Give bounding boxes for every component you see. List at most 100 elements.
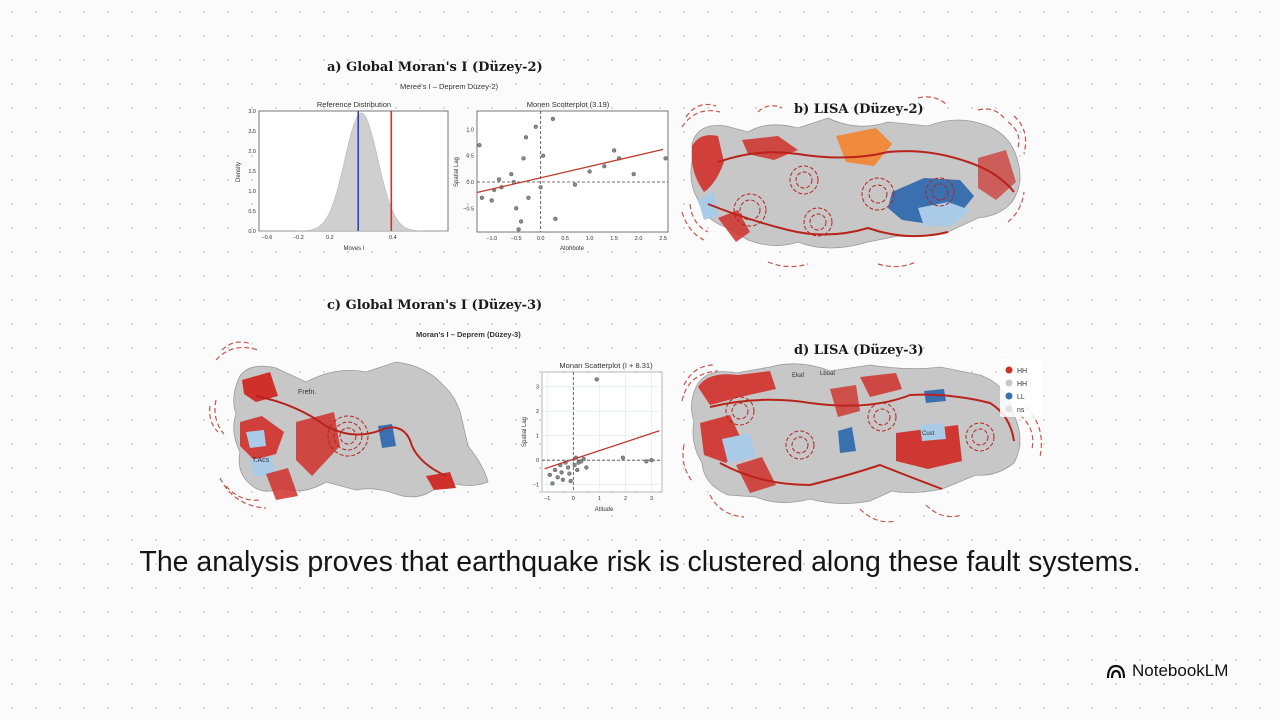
- ref-dist-area: [259, 112, 448, 232]
- scatter-point: [663, 156, 668, 161]
- scatter-point: [509, 171, 514, 177]
- moran-scatterplot-2: Monen Scotterplot (3.19) −1.0 −0.5 0.0 0.5 1…: [454, 100, 669, 252]
- panel-c-subtitle: Moran's I – Deprem (Düzey-3): [416, 330, 521, 339]
- scatter-point: [533, 124, 538, 129]
- map2-fault-line-north: [717, 150, 1015, 193]
- map2-wave-rings: [681, 96, 1027, 268]
- map4-lh-region-east: [920, 423, 946, 441]
- panel-c-title: c) Global Moran's I (Düzey-3): [327, 298, 543, 313]
- scatter-ytick-label: 1.0: [466, 127, 474, 133]
- legend-label: HH: [1017, 368, 1027, 375]
- scatter-point: [572, 462, 577, 468]
- map2-hh-region-southwest: [718, 210, 750, 242]
- scatter-point: [575, 467, 580, 473]
- map3-label-1: Frefn.: [298, 389, 316, 396]
- scatter-xtick-label: 1.0: [586, 236, 594, 242]
- scatter-point: [516, 227, 521, 232]
- brand-label: NotebookLM: [1132, 661, 1229, 680]
- scatter-point: [620, 455, 626, 460]
- scatter-ytick-label: −1: [533, 483, 539, 489]
- scatter-xtick-label: 2: [624, 496, 627, 502]
- scatter-xtick-label: 1.5: [610, 236, 618, 242]
- scatter-xtick-label: 3: [650, 496, 653, 502]
- map4-fault-line-north: [709, 393, 1015, 442]
- legend-item: HH: [1005, 366, 1027, 375]
- scatter-point: [568, 478, 573, 484]
- scatter-xtick-label: −0.5: [511, 236, 522, 242]
- legend-label: LL: [1017, 394, 1025, 401]
- map3-lh-region-south: [250, 456, 276, 476]
- map2-fault-line-south: [707, 203, 949, 238]
- legend-item: ns: [1005, 405, 1025, 414]
- legend-label: ns: [1017, 407, 1025, 414]
- scatter-point: [572, 182, 578, 187]
- lisa-legend: HH HH LL ns: [1000, 359, 1042, 417]
- map2-inland-rings: [733, 165, 955, 237]
- map4-label-2: Lboat: [820, 371, 835, 377]
- map3-inland-rings: [327, 415, 369, 457]
- map4-inland-rings: [725, 396, 995, 460]
- ref-dist-ylabel: Density: [236, 162, 242, 182]
- map4-lh-region-west: [722, 433, 756, 463]
- ref-dist-ytick-label: 0.5: [248, 209, 256, 215]
- ref-dist-title: Reference Distribution: [317, 100, 391, 109]
- scatter-point: [594, 377, 599, 382]
- scatter-ytick-label: −0.5: [463, 206, 474, 212]
- scatter-xtick-label: 0.0: [537, 236, 545, 242]
- ref-dist-xtick-label: 0.2: [326, 235, 334, 241]
- scatter-xtick-label: −1: [544, 496, 550, 502]
- ref-dist-ytick-label: 0.0: [248, 229, 256, 235]
- map3-label-2: T.Acs: [252, 457, 270, 464]
- ref-dist-xtick-label: 0.4: [389, 235, 397, 241]
- scatter-point: [565, 465, 571, 470]
- scatter-point: [489, 198, 494, 203]
- scatter3-ylabel: Spatial Lag: [522, 417, 528, 447]
- scatter-point: [514, 206, 519, 211]
- ref-dist-ytick-label: 2.0: [248, 149, 256, 155]
- scatter-regression-line: [476, 148, 664, 194]
- scatter-point: [611, 148, 617, 153]
- map3-lh-region: [246, 430, 266, 448]
- ref-dist-ytick-label: 1.5: [248, 169, 256, 175]
- lisa-map-level3: Ekaf Lboat Cust HH HH LL ns: [681, 359, 1042, 523]
- ref-dist-ytick-label: 3.0: [248, 109, 256, 115]
- scatter-xtick-label: 1: [598, 496, 601, 502]
- legend-swatch: [1005, 366, 1013, 374]
- notebooklm-brand: NotebookLM: [1106, 659, 1228, 683]
- scatter-point: [526, 195, 531, 200]
- scatter-xtick-label: 0.5: [561, 236, 569, 242]
- scatter-point: [538, 185, 543, 190]
- scatter-ytick-label: 0: [536, 458, 539, 464]
- scatter-point: [540, 153, 546, 158]
- scatter3-title: Monan Scatterplot (I + 8.31): [559, 361, 653, 370]
- map4-label-1: Ekaf: [792, 373, 804, 379]
- scatter-point: [550, 481, 555, 486]
- scatter-ytick-label: 1: [536, 434, 539, 440]
- scatter-point: [584, 465, 589, 470]
- scatter-ytick-label: 3: [536, 385, 539, 391]
- map2-lh-region: [918, 202, 970, 226]
- scatter-point: [479, 195, 485, 200]
- map4-hh-region-northwest: [698, 371, 776, 405]
- scatter2-frame: [476, 110, 669, 233]
- scatter-xtick-label: 2.5: [659, 236, 667, 242]
- scatter2-ylabel: Spatial Lag: [454, 157, 460, 187]
- lisa-map-level2: [681, 96, 1027, 268]
- scatter-xtick-label: 2.0: [635, 236, 643, 242]
- scatter-point: [578, 459, 584, 464]
- ref-dist-xlabel: Moves I: [343, 246, 364, 252]
- scatter-point: [567, 471, 572, 476]
- ref-dist-xtick-label: −0.2: [293, 235, 304, 241]
- scatter-point: [477, 143, 482, 148]
- scatter-point: [560, 477, 566, 482]
- map4-hh-region-north: [860, 373, 902, 397]
- scatter-point: [521, 156, 526, 161]
- panel-d-title: d) LISA (Düzey-3): [794, 343, 924, 358]
- map4-hh-region-north2: [830, 385, 860, 417]
- scatter-point: [553, 216, 558, 221]
- scatter-regression-line: [544, 430, 660, 470]
- slide-caption: The analysis proves that earthquake risk…: [139, 546, 1141, 578]
- map3-hh-region-northwest: [242, 372, 278, 402]
- scatter2-title: Monen Scotterplot (3.19): [527, 100, 610, 109]
- map4-ll-region-central: [838, 427, 856, 453]
